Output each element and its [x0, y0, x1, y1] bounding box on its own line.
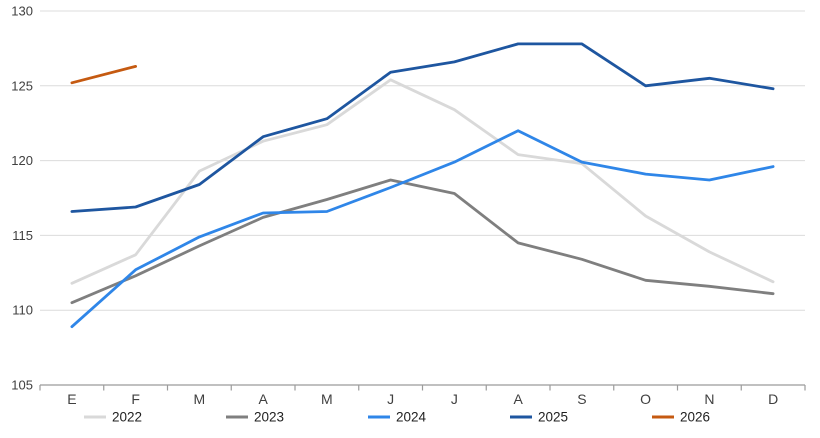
legend-label-2026: 2026 [680, 410, 710, 425]
x-axis-month-label: O [640, 391, 651, 407]
x-axis-month-label: M [321, 391, 333, 407]
x-axis-month-label: J [451, 391, 458, 407]
legend-label-2023: 2023 [254, 410, 284, 425]
x-axis-month-label: J [387, 391, 394, 407]
y-axis-tick-label: 130 [11, 4, 33, 19]
legend-label-2025: 2025 [538, 410, 568, 425]
x-axis-month-label: S [577, 391, 586, 407]
x-axis-month-label: N [704, 391, 714, 407]
legend-label-2022: 2022 [112, 410, 142, 425]
x-axis-month-label: M [194, 391, 206, 407]
x-axis-month-label: A [258, 391, 268, 407]
y-axis-tick-label: 110 [12, 303, 33, 318]
x-axis-month-label: A [513, 391, 523, 407]
series-line-2025 [70, 42, 775, 213]
series-line-2026 [70, 65, 138, 85]
x-axis-month-label: E [67, 391, 76, 407]
series-line-2022 [70, 78, 775, 285]
y-axis-tick-label: 115 [12, 228, 33, 243]
y-axis-tick-label: 105 [11, 378, 33, 393]
series-line-2023 [70, 178, 775, 305]
x-axis-month-label: F [131, 391, 140, 407]
legend-label-2024: 2024 [396, 410, 427, 425]
y-axis-tick-label: 125 [11, 78, 33, 93]
y-axis-tick-label: 120 [11, 153, 33, 168]
x-axis-month-label: D [768, 391, 778, 407]
series-line-2024 [70, 129, 775, 329]
